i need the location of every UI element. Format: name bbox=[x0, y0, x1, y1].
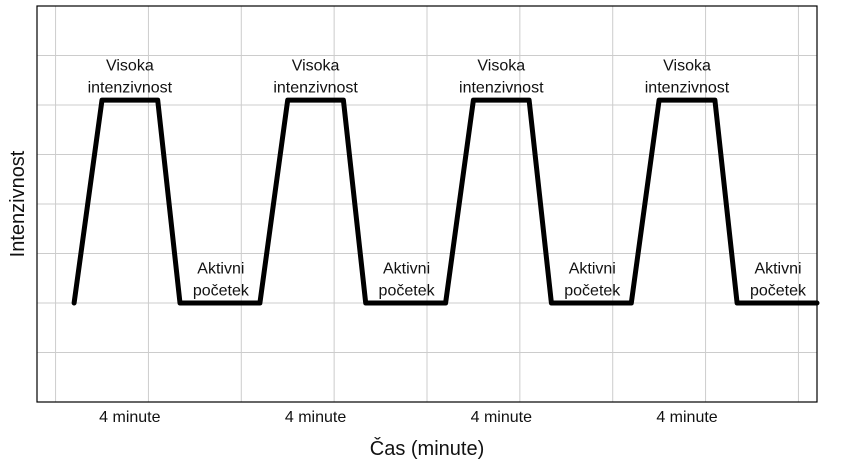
x-tick-labels: 4 minute 4 minute 4 minute 4 minute bbox=[99, 409, 718, 426]
annotation-line: intenzivnost bbox=[459, 79, 544, 96]
annotation-line: početek bbox=[750, 282, 807, 299]
annotation-label: Visoka intenzivnost bbox=[645, 57, 730, 96]
annotation-line: intenzivnost bbox=[273, 79, 358, 96]
intensity-series-line bbox=[71, 97, 820, 306]
y-axis-label: Intenzivnost bbox=[7, 150, 29, 257]
annotation-line: početek bbox=[379, 282, 436, 299]
annotation-label: Aktivni početek bbox=[564, 260, 621, 299]
annotation-label: Visoka intenzivnost bbox=[459, 57, 544, 96]
x-axis-label: Čas (minute) bbox=[370, 437, 484, 460]
x-tick-label: 4 minute bbox=[285, 409, 346, 426]
annotation-label: Aktivni početek bbox=[193, 260, 250, 299]
annotation-line: Visoka bbox=[663, 57, 711, 74]
annotation-label: Visoka intenzivnost bbox=[273, 57, 358, 96]
x-tick-label: 4 minute bbox=[99, 409, 160, 426]
annotation-label: Aktivni početek bbox=[379, 260, 436, 299]
x-tick-label: 4 minute bbox=[656, 409, 717, 426]
annotation-line: Aktivni bbox=[754, 260, 801, 277]
annotation-line: početek bbox=[564, 282, 621, 299]
annotation-label: Aktivni početek bbox=[750, 260, 807, 299]
annotation-line: Visoka bbox=[106, 57, 154, 74]
annotation-line: Aktivni bbox=[383, 260, 430, 277]
annotation-line: intenzivnost bbox=[645, 79, 730, 96]
grid bbox=[37, 6, 817, 402]
annotation-line: Aktivni bbox=[197, 260, 244, 277]
annotation-line: Visoka bbox=[292, 57, 340, 74]
annotation-line: intenzivnost bbox=[88, 79, 173, 96]
annotation-line: Aktivni bbox=[569, 260, 616, 277]
annotation-line: Visoka bbox=[477, 57, 525, 74]
annotation-line: početek bbox=[193, 282, 250, 299]
plot-frame bbox=[36, 5, 818, 403]
annotation-label: Visoka intenzivnost bbox=[88, 57, 173, 96]
x-tick-label: 4 minute bbox=[471, 409, 532, 426]
